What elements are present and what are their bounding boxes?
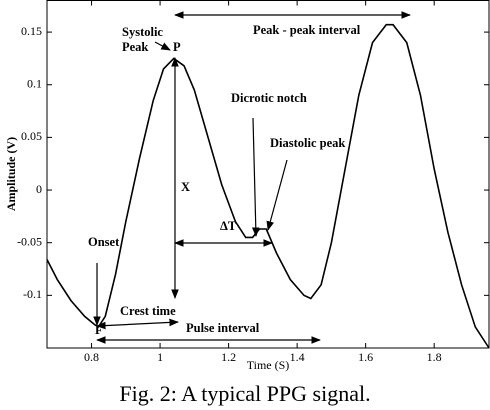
y-tick-label: 0.15: [21, 24, 42, 38]
annotation: ΔT: [220, 219, 237, 233]
annotation: F: [95, 323, 103, 337]
annotation: Dicrotic notch: [231, 91, 307, 105]
annotation: Crest time: [120, 304, 176, 318]
y-axis-label: Amplitude (V): [4, 137, 18, 211]
annotation: Peak - peak interval: [253, 23, 361, 37]
arrow: [266, 159, 288, 231]
arrow: [154, 41, 171, 51]
annotation: X: [181, 180, 190, 194]
annotations: Systolic Peak P X ΔT Onset F Crest time …: [88, 11, 411, 344]
annotation: Diastolic peak: [270, 136, 345, 150]
y-tick-label: 0: [36, 182, 42, 196]
x-tick-label: 0.8: [84, 350, 99, 364]
annotation: Peak: [122, 40, 148, 54]
signal-line: [46, 23, 490, 349]
annotation: Pulse interval: [186, 321, 260, 335]
x-axis-label: Time (S): [247, 358, 290, 372]
x-tick-label: 1.2: [221, 350, 236, 364]
plot-area: [46, 23, 490, 349]
annotation: Systolic: [122, 25, 163, 39]
arrow: [251, 117, 260, 237]
x-tick-label: 1.8: [427, 350, 442, 364]
x-tick-label: 1.4: [290, 350, 305, 364]
x-tick-label: 1: [157, 350, 163, 364]
arrow: [96, 318, 179, 330]
y-tick-label: -0.05: [17, 234, 42, 248]
annotation: Onset: [88, 235, 120, 249]
x-tick-label: 1.6: [358, 350, 373, 364]
plot-frame: [46, 0, 490, 349]
y-tick-label: -0.1: [23, 287, 42, 301]
y-tick-label: 0.05: [21, 129, 42, 143]
y-tick-label: 0.1: [27, 76, 42, 90]
caption: Fig. 2: A typical PPG signal.: [119, 381, 370, 406]
annotation: P: [173, 40, 181, 54]
